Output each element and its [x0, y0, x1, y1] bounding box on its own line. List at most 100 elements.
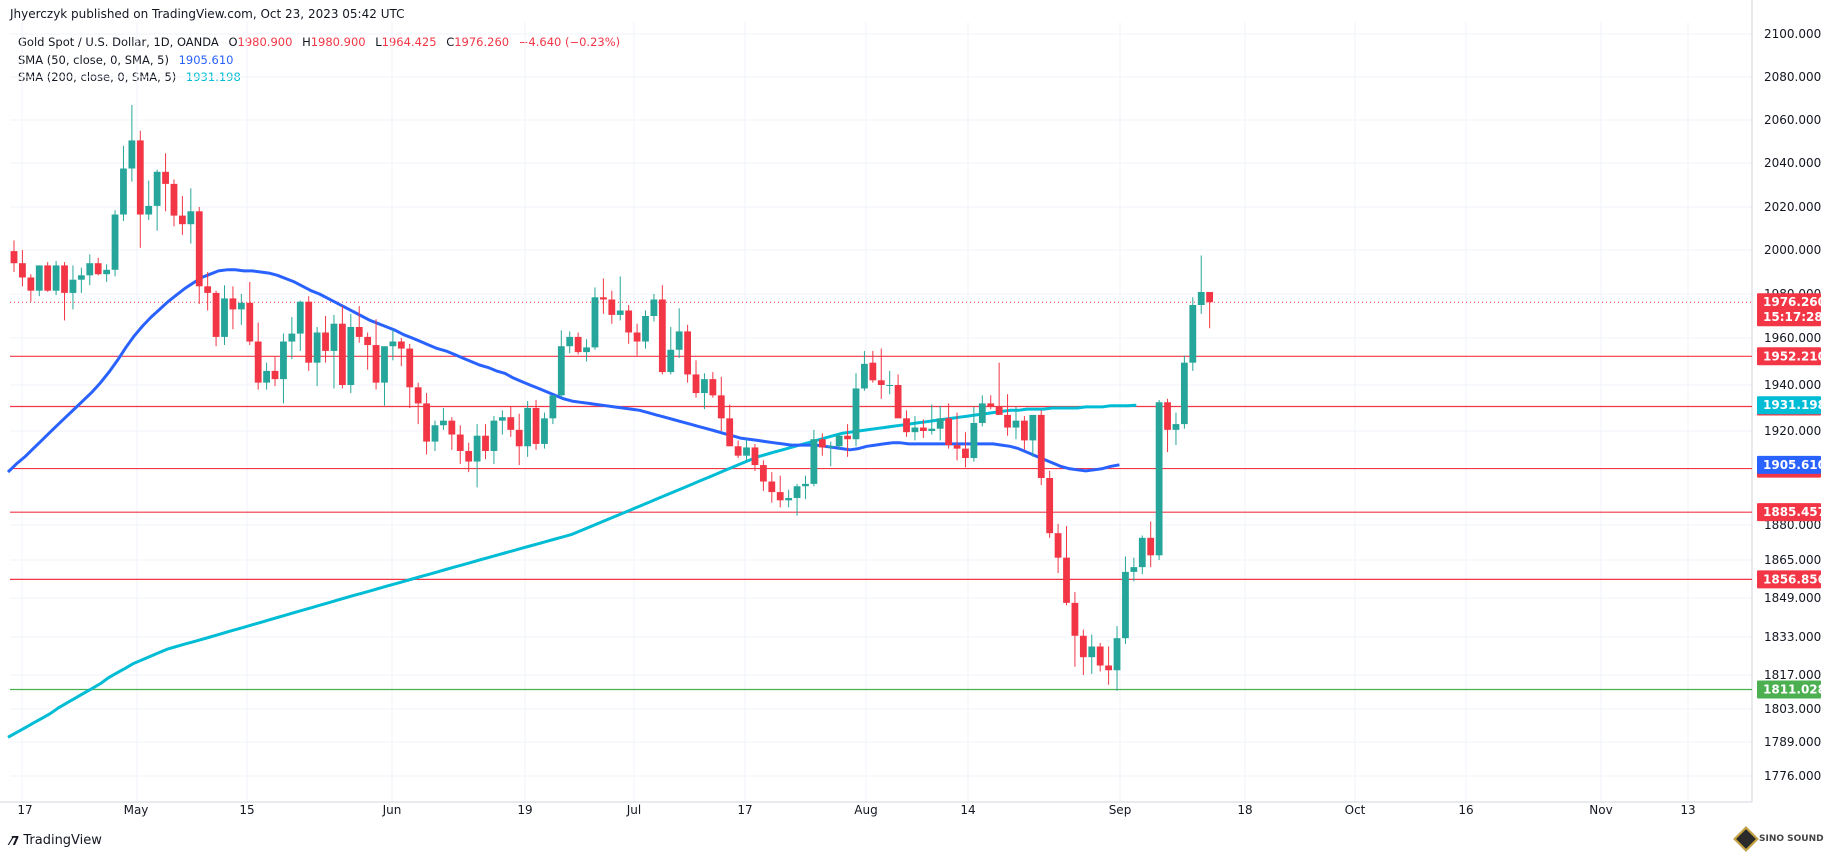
candle[interactable] — [936, 405, 944, 441]
candle[interactable] — [364, 332, 372, 370]
candle[interactable] — [987, 395, 995, 410]
candle[interactable] — [962, 432, 969, 468]
candle[interactable] — [465, 442, 473, 473]
candle[interactable] — [919, 419, 927, 439]
candle[interactable] — [768, 472, 776, 503]
candle[interactable] — [1054, 523, 1062, 574]
candle[interactable] — [1155, 399, 1163, 560]
candle[interactable] — [1004, 394, 1011, 436]
candle[interactable] — [583, 339, 590, 362]
candle[interactable] — [995, 362, 1003, 415]
candle[interactable] — [440, 408, 447, 430]
candle[interactable] — [600, 278, 607, 314]
candle[interactable] — [1079, 629, 1087, 675]
candle[interactable] — [136, 130, 144, 248]
candle[interactable] — [397, 338, 405, 367]
candle[interactable] — [1122, 556, 1129, 645]
candle[interactable] — [69, 265, 77, 310]
candle[interactable] — [237, 294, 245, 325]
candle[interactable] — [498, 410, 506, 435]
candle[interactable] — [658, 285, 666, 375]
candle[interactable] — [35, 265, 43, 297]
candle[interactable] — [1164, 398, 1171, 453]
candle[interactable] — [94, 257, 102, 276]
candle[interactable] — [322, 316, 329, 363]
candle[interactable] — [945, 403, 953, 449]
candle[interactable] — [372, 319, 380, 390]
candle[interactable] — [608, 290, 616, 324]
candle[interactable] — [77, 267, 85, 293]
candle[interactable] — [793, 483, 801, 516]
candle[interactable] — [810, 429, 818, 487]
candle[interactable] — [212, 290, 220, 347]
candle[interactable] — [1029, 414, 1037, 457]
candle[interactable] — [170, 179, 178, 227]
candle[interactable] — [818, 433, 826, 456]
candle[interactable] — [423, 393, 430, 455]
candle[interactable] — [1063, 526, 1070, 606]
sma50-line[interactable] — [6, 268, 1120, 474]
candle[interactable] — [229, 286, 237, 330]
candle[interactable] — [355, 306, 363, 343]
candle[interactable] — [835, 433, 843, 450]
sma50-row[interactable]: SMA (50, close, 0, SMA, 5) 1905.610 — [18, 52, 620, 70]
candle[interactable] — [1096, 642, 1104, 672]
candle[interactable] — [557, 330, 565, 398]
candle[interactable] — [675, 308, 683, 358]
candle[interactable] — [1138, 535, 1146, 575]
candle[interactable] — [734, 440, 742, 459]
candle[interactable] — [296, 300, 304, 351]
candle[interactable] — [667, 327, 675, 375]
candle[interactable] — [970, 406, 978, 462]
candle[interactable] — [473, 424, 481, 488]
candle[interactable] — [532, 399, 540, 450]
candle[interactable] — [389, 329, 397, 361]
candle[interactable] — [911, 416, 919, 441]
candle[interactable] — [717, 376, 725, 431]
candle[interactable] — [1046, 470, 1054, 538]
candle[interactable] — [549, 395, 557, 425]
candle[interactable] — [827, 441, 835, 467]
candle[interactable] — [743, 439, 750, 462]
candle[interactable] — [1088, 634, 1096, 674]
candle[interactable] — [145, 180, 153, 220]
candle[interactable] — [1012, 406, 1020, 440]
candle[interactable] — [431, 420, 439, 451]
candle[interactable] — [153, 169, 161, 231]
candle[interactable] — [591, 287, 599, 350]
candle[interactable] — [338, 306, 346, 389]
candle[interactable] — [263, 362, 270, 390]
candle[interactable] — [448, 417, 456, 450]
candle[interactable] — [869, 350, 877, 383]
candle[interactable] — [692, 360, 700, 398]
candle[interactable] — [650, 294, 658, 322]
candle[interactable] — [625, 305, 633, 344]
candle[interactable] — [288, 317, 296, 360]
candle[interactable] — [566, 331, 574, 354]
candle[interactable] — [86, 254, 94, 286]
candle[interactable] — [877, 348, 885, 399]
time-axis-labels[interactable]: 17 May 15 Jun 19 Jul 17 Aug 14 Sep 18 Oct 16 Nov 13 — [17, 803, 1695, 817]
candle[interactable] — [1113, 626, 1121, 691]
candle[interactable] — [642, 310, 649, 349]
candle[interactable] — [978, 395, 986, 427]
candle[interactable] — [52, 261, 60, 296]
candle[interactable] — [1197, 255, 1205, 314]
candle[interactable] — [507, 406, 515, 437]
candle[interactable] — [204, 272, 212, 311]
candle[interactable] — [19, 250, 26, 287]
candle[interactable] — [254, 322, 262, 390]
candle[interactable] — [1180, 355, 1188, 429]
candle[interactable] — [701, 373, 708, 410]
candle[interactable] — [381, 346, 388, 406]
candle[interactable] — [776, 475, 784, 508]
candle[interactable] — [103, 264, 111, 282]
candle[interactable] — [313, 327, 321, 387]
candle[interactable] — [1071, 592, 1079, 667]
candle[interactable] — [1130, 557, 1138, 582]
candle[interactable] — [111, 210, 119, 277]
tradingview-brand[interactable]: ⁄7 TradingView — [10, 833, 102, 848]
candle[interactable] — [61, 262, 68, 321]
candle[interactable] — [1206, 292, 1214, 329]
candle[interactable] — [162, 153, 169, 212]
